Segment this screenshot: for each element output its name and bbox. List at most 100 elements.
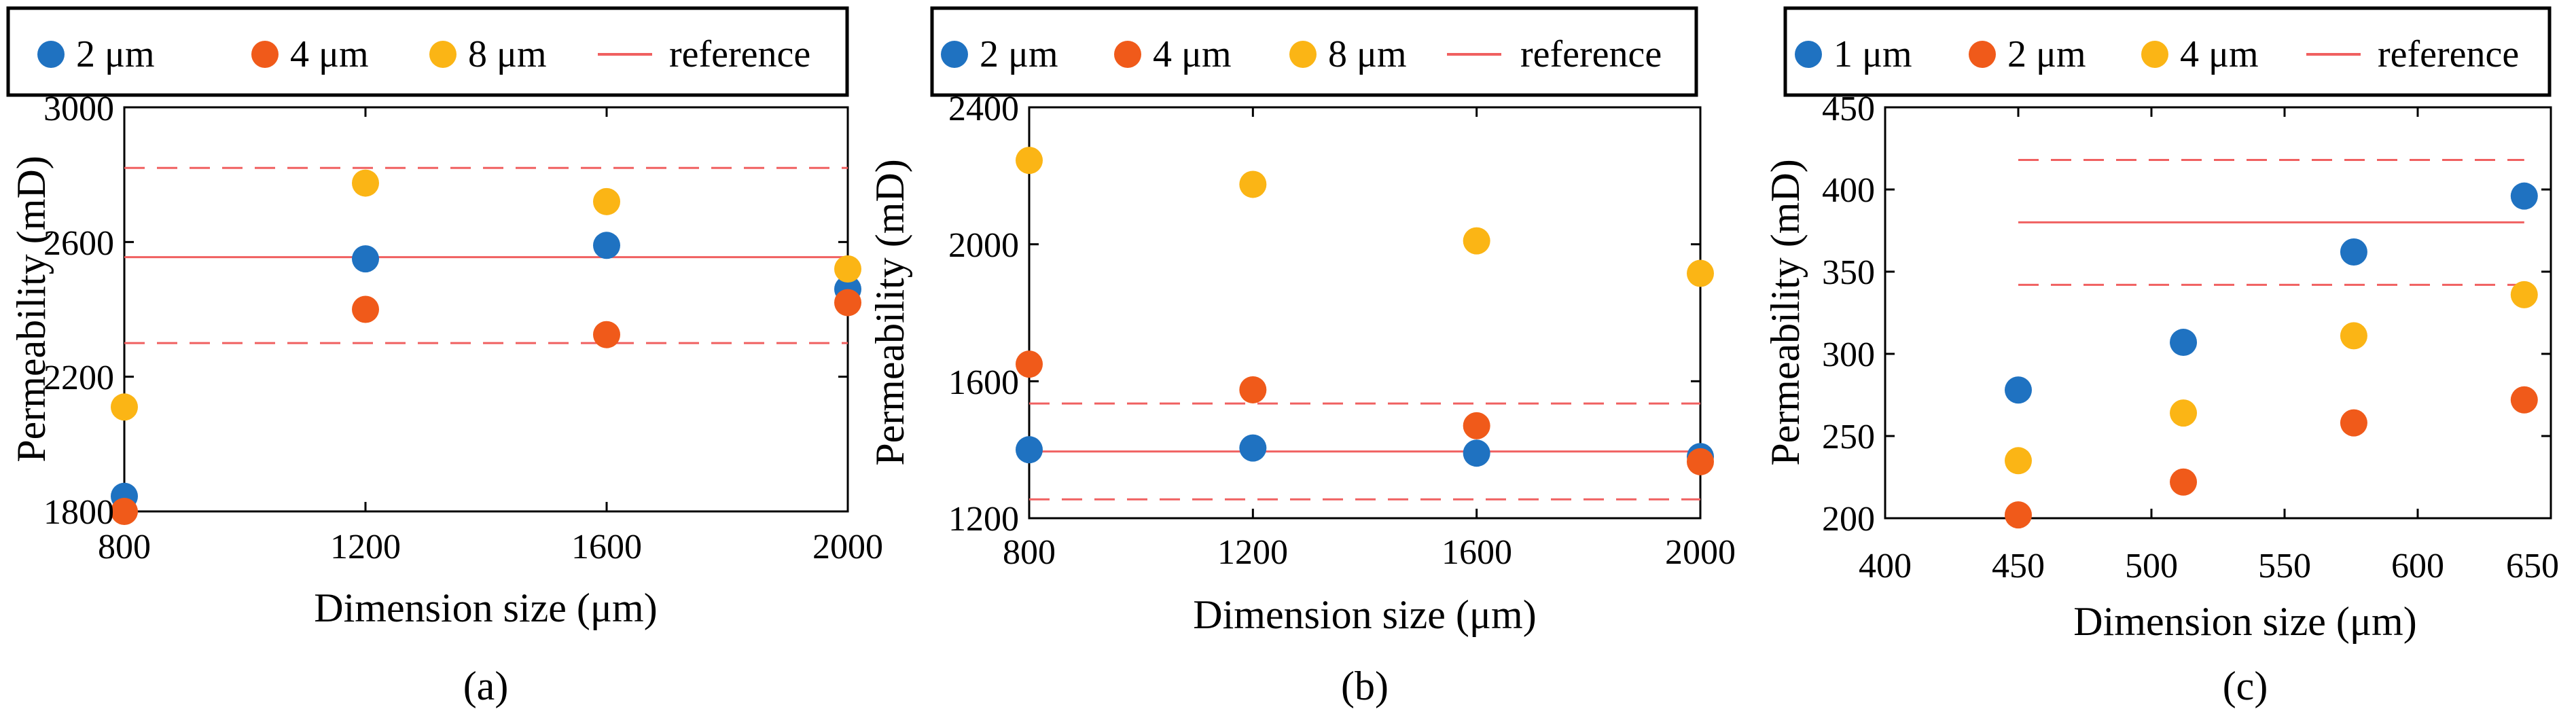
data-point-series-3: [1687, 259, 1714, 287]
legend-label-reference: reference: [669, 33, 810, 75]
legend-label-series-2: 4 μm: [1153, 33, 1232, 75]
data-point-series-2: [1687, 448, 1714, 475]
legend-label-series-2: 2 μm: [2007, 33, 2086, 75]
x-tick-label: 650: [2506, 547, 2559, 585]
data-point-series-2: [2005, 501, 2032, 529]
legend-label-series-3: 8 μm: [468, 33, 547, 75]
y-tick-label: 350: [1822, 253, 1875, 292]
legend-marker-series-3: [2141, 41, 2168, 68]
legend-label-reference: reference: [1520, 33, 1662, 75]
y-tick-label: 2000: [948, 226, 1019, 265]
data-point-series-3: [2005, 447, 2032, 475]
legend-marker-series-2: [1114, 41, 1141, 68]
data-point-series-1: [593, 232, 620, 259]
data-point-series-2: [2510, 386, 2538, 414]
panel-caption: (c): [2223, 664, 2268, 708]
y-tick-label: 2600: [43, 224, 114, 263]
reference-layer: [1029, 402, 1700, 501]
legend-marker-series-3: [1289, 41, 1317, 68]
reference-layer: [124, 166, 848, 344]
data-point-series-1: [1463, 439, 1490, 467]
data-point-series-2: [352, 295, 379, 323]
data-point-series-2: [2340, 409, 2367, 437]
data-point-series-1: [1239, 434, 1267, 462]
data-point-series-3: [1016, 147, 1043, 175]
legend-marker-series-3: [429, 41, 457, 68]
x-tick-label: 450: [1992, 547, 2045, 585]
x-tick-label: 800: [1003, 533, 1056, 572]
data-point-series-3: [2170, 399, 2198, 427]
data-point-series-3: [2510, 280, 2538, 308]
y-tick-label: 250: [1822, 418, 1875, 456]
legend-label-reference: reference: [2378, 33, 2519, 75]
legend-label-series-3: 4 μm: [2180, 33, 2259, 75]
x-axis-label: Dimension size (μm): [1193, 592, 1536, 637]
y-axis-label: Permeability (mD): [9, 156, 54, 463]
data-point-series-3: [834, 255, 861, 283]
y-tick-label: 300: [1822, 336, 1875, 374]
panel-caption: (b): [1341, 664, 1389, 708]
plot-area: [123, 106, 849, 513]
y-tick-label: 1800: [43, 493, 114, 532]
y-tick-label: 1600: [948, 363, 1019, 402]
data-point-series-2: [1239, 376, 1267, 403]
y-tick-label: 2400: [948, 90, 1019, 128]
x-tick-label: 2000: [812, 528, 883, 566]
x-tick-label: 400: [1859, 547, 1912, 585]
y-tick-label: 200: [1822, 500, 1875, 539]
data-point-series-2: [593, 321, 620, 348]
data-point-series-3: [352, 169, 379, 197]
plot-area: [1884, 106, 2552, 520]
data-point-series-1: [352, 245, 379, 273]
y-tick-label: 400: [1822, 171, 1875, 210]
data-point-series-1: [1016, 436, 1043, 464]
data-point-series-3: [1463, 227, 1490, 255]
legend-label-series-1: 2 μm: [76, 33, 155, 75]
legend-marker-series-1: [37, 41, 65, 68]
x-axis-label: Dimension size (μm): [2073, 599, 2416, 644]
data-point-series-2: [1016, 350, 1043, 378]
x-tick-label: 600: [2391, 547, 2444, 585]
data-point-series-2: [834, 289, 861, 316]
legend-label-series-1: 2 μm: [980, 33, 1058, 75]
legend-marker-series-2: [251, 41, 279, 68]
legend-marker-series-2: [1969, 41, 1996, 68]
data-point-series-1: [2170, 329, 2198, 357]
data-points: [111, 169, 861, 525]
x-tick-label: 1200: [330, 528, 401, 566]
x-tick-label: 2000: [1665, 533, 1736, 572]
data-point-series-3: [2340, 322, 2367, 350]
data-point-series-2: [111, 498, 138, 525]
x-tick-label: 1600: [1442, 533, 1512, 572]
panel-caption: (a): [463, 664, 509, 708]
data-point-series-3: [593, 187, 620, 215]
data-point-series-3: [111, 393, 138, 421]
panel-a: 2 μm 4 μm 8 μm reference 800 1200 1600 2…: [6, 6, 883, 708]
x-tick-label: 800: [98, 528, 151, 566]
x-tick-label: 500: [2125, 547, 2178, 585]
data-point-series-1: [2510, 182, 2538, 210]
legend-marker-series-1: [941, 41, 968, 68]
legend-label-series-1: 1 μm: [1833, 33, 1912, 75]
y-tick-label: 2200: [43, 359, 114, 397]
legend-label-series-3: 8 μm: [1328, 33, 1407, 75]
data-point-series-1: [2005, 376, 2032, 404]
data-points: [2005, 182, 2538, 529]
plot-area: [1028, 106, 1702, 520]
panel-b: 2 μm 4 μm 8 μm reference 800 1200 1600 2…: [867, 6, 1736, 708]
x-tick-label: 1200: [1217, 533, 1288, 572]
legend-marker-series-1: [1795, 41, 1822, 68]
reference-layer: [2018, 158, 2524, 286]
data-point-series-3: [1239, 170, 1267, 198]
panel-c: 1 μm 2 μm 4 μm reference 400 450 500 550…: [1763, 6, 2559, 708]
tick-marks: [1028, 106, 1702, 520]
y-tick-label: 1200: [948, 500, 1019, 539]
y-tick-label: 450: [1822, 90, 1875, 128]
data-point-series-2: [2170, 468, 2198, 496]
y-tick-label: 3000: [43, 90, 114, 128]
data-point-series-1: [2340, 238, 2367, 266]
legend-box: [6, 6, 849, 97]
x-tick-label: 550: [2258, 547, 2311, 585]
data-points: [1016, 147, 1714, 475]
